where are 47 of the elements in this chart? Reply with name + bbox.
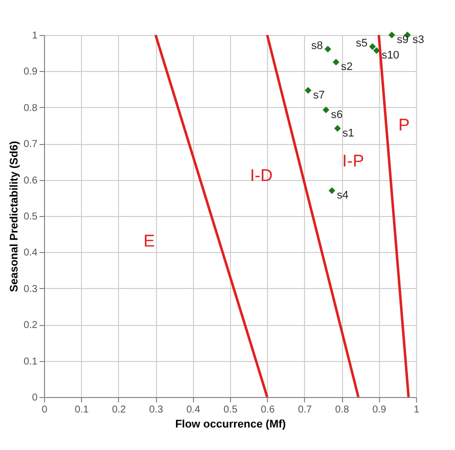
x-tick-label: 0.3 <box>149 404 164 416</box>
x-tick-label: 0.8 <box>335 404 350 416</box>
data-label: s1 <box>342 127 354 140</box>
point <box>334 125 341 132</box>
y-tick-label: 0.1 <box>24 356 38 368</box>
y-tick-label: 0.9 <box>24 66 38 78</box>
x-tick-label: 0.4 <box>186 404 201 416</box>
point <box>388 32 396 38</box>
y-tick-label: 0.4 <box>24 248 38 259</box>
point <box>322 106 330 114</box>
data-label: s4 <box>336 190 349 202</box>
x-tick-label: 0 <box>42 404 48 416</box>
y-tick-label: 0.3 <box>24 284 38 295</box>
y-tick-label: 0.5 <box>24 212 38 222</box>
data-label: s5 <box>356 38 368 50</box>
x-tick-label: 0.6 <box>260 404 276 416</box>
x-tick-label: 0.5 <box>224 404 238 416</box>
point <box>304 87 312 94</box>
annotation: I-P <box>342 152 364 171</box>
point <box>332 58 340 66</box>
annotation: E <box>143 231 155 250</box>
y-tick-label: 0.6 <box>24 175 38 186</box>
y-tick-label: 0 <box>32 392 38 404</box>
x-axis-title: Flow occurrence (Mf) <box>175 418 286 430</box>
x-tick-label: 0.7 <box>298 404 312 416</box>
y-tick-label: 0.7 <box>24 139 38 150</box>
x-tick-label: 0.1 <box>74 404 90 416</box>
annotation: P <box>398 116 410 134</box>
annotation: I-D <box>250 166 273 186</box>
x-tick-label: 0.9 <box>372 404 387 416</box>
point <box>324 46 332 52</box>
data-label: s9 <box>396 34 408 46</box>
y-tick-label: 1 <box>32 30 38 42</box>
data-label: s3 <box>412 34 424 46</box>
point <box>369 43 376 50</box>
data-label: s2 <box>341 61 353 74</box>
x-tick-label: 1 <box>414 404 420 416</box>
data-label: s6 <box>330 108 343 121</box>
data-label: s8 <box>311 40 323 52</box>
y-axis-title: Seasonal Predictability (Sd6) <box>8 140 21 292</box>
point <box>373 47 380 54</box>
y-tick-label: 0.2 <box>24 320 38 332</box>
data-label: s10 <box>382 50 400 62</box>
y-tick-label: 0.8 <box>24 102 38 114</box>
x-tick-label: 0.2 <box>112 404 126 416</box>
data-label: s7 <box>313 89 325 102</box>
point <box>328 187 336 194</box>
